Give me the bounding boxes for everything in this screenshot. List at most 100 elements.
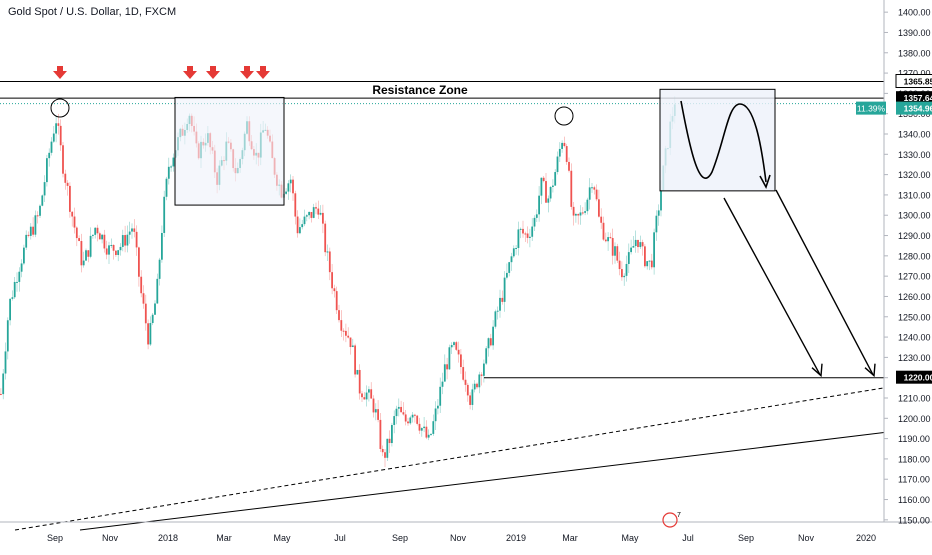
price-tick-label: 1280.00 xyxy=(898,251,931,261)
candle-body xyxy=(39,205,41,216)
candle-body xyxy=(142,293,145,304)
candle-body xyxy=(117,250,120,256)
candle-body xyxy=(363,397,366,400)
candle-body xyxy=(411,414,414,418)
candle-body xyxy=(568,161,570,171)
candle-body xyxy=(464,379,467,385)
time-tick-label: 2018 xyxy=(158,533,178,543)
candle-body xyxy=(338,310,340,321)
resistance-bottom-price-label-bg xyxy=(896,91,932,105)
candle-body xyxy=(423,426,425,429)
time-tick-label: May xyxy=(273,533,291,543)
candle-body xyxy=(397,406,400,409)
candle-body xyxy=(575,213,577,216)
candle-body xyxy=(466,384,469,396)
projection-box xyxy=(659,88,776,192)
candle-body xyxy=(598,199,600,217)
candle-body xyxy=(379,419,382,449)
candle-body xyxy=(326,251,329,253)
candle-body xyxy=(310,211,313,218)
candle-body xyxy=(483,363,485,376)
price-tick-label: 1270.00 xyxy=(898,272,931,282)
candle-body xyxy=(115,250,117,256)
candle-body xyxy=(644,246,646,267)
candle-body xyxy=(64,173,67,183)
candle-body xyxy=(29,226,32,236)
candle-body xyxy=(460,354,462,368)
price-tick-label: 1310.00 xyxy=(898,190,931,200)
candle-body xyxy=(36,215,39,217)
candle-body xyxy=(634,239,637,247)
candle-body xyxy=(604,239,607,242)
candle-body xyxy=(347,335,350,338)
candle-body xyxy=(361,393,363,398)
candle-body xyxy=(328,251,331,273)
target-arrow-head xyxy=(864,363,876,378)
candle-body xyxy=(407,421,409,424)
candle-body xyxy=(508,262,511,273)
candle-body xyxy=(524,233,527,235)
candle-body xyxy=(75,227,78,239)
candle-body xyxy=(501,297,504,302)
candle-body xyxy=(110,244,113,246)
candle-body xyxy=(450,345,453,348)
resistance-top-price-label-bg xyxy=(895,74,932,89)
candle-body xyxy=(172,157,175,167)
candle-body xyxy=(331,272,333,289)
down-arrow-head xyxy=(256,71,270,79)
candle-body xyxy=(577,213,580,216)
candle-body xyxy=(517,229,520,249)
price-tick-label: 1400.00 xyxy=(898,8,931,18)
candle-body xyxy=(163,196,166,233)
candle-body xyxy=(16,281,18,283)
candle-body xyxy=(639,242,642,248)
candle-body xyxy=(648,260,651,262)
candle-body xyxy=(420,428,423,431)
candle-body xyxy=(292,179,294,194)
candle-body xyxy=(480,374,483,376)
time-tick-label: Nov xyxy=(450,533,467,543)
candle-body xyxy=(446,364,448,370)
change-badge: 11.39% xyxy=(857,104,886,114)
candle-body xyxy=(98,233,101,240)
candle-body xyxy=(92,234,94,236)
candle-body xyxy=(547,198,550,203)
candle-body xyxy=(365,392,368,400)
candle-body xyxy=(381,448,384,453)
candle-body xyxy=(384,452,386,458)
candle-body xyxy=(478,374,481,388)
candle-body xyxy=(289,179,292,184)
candle-body xyxy=(317,208,320,215)
candle-body xyxy=(657,210,660,216)
candle-body xyxy=(69,185,71,212)
candle-body xyxy=(370,389,373,399)
candle-body xyxy=(586,199,589,212)
candle-body xyxy=(600,216,603,223)
candle-body xyxy=(2,373,5,395)
candle-body xyxy=(540,177,543,196)
price-tick-label: 1300.00 xyxy=(898,211,931,221)
candle-body xyxy=(558,148,561,157)
candle-body xyxy=(591,187,593,189)
candle-body xyxy=(607,237,609,242)
candle-body xyxy=(85,250,87,261)
price-tick-label: 1260.00 xyxy=(898,292,931,302)
candle-body xyxy=(305,215,308,217)
peak-circle xyxy=(554,106,574,126)
candle-body xyxy=(462,367,465,380)
candle-body xyxy=(149,323,152,345)
candle-body xyxy=(427,434,430,438)
candle-body xyxy=(609,237,612,239)
candle-body xyxy=(487,338,490,349)
candle-body xyxy=(529,236,531,238)
candle-body xyxy=(588,187,591,200)
price-tick-label: 1380.00 xyxy=(898,48,931,58)
candle-body xyxy=(602,222,605,240)
candle-body xyxy=(494,311,497,327)
price-tick-label: 1170.00 xyxy=(898,475,930,485)
time-tick-label: May xyxy=(621,533,639,543)
price-tick-label: 1250.00 xyxy=(898,312,931,322)
candle-body xyxy=(356,369,359,375)
candle-body xyxy=(46,158,48,183)
